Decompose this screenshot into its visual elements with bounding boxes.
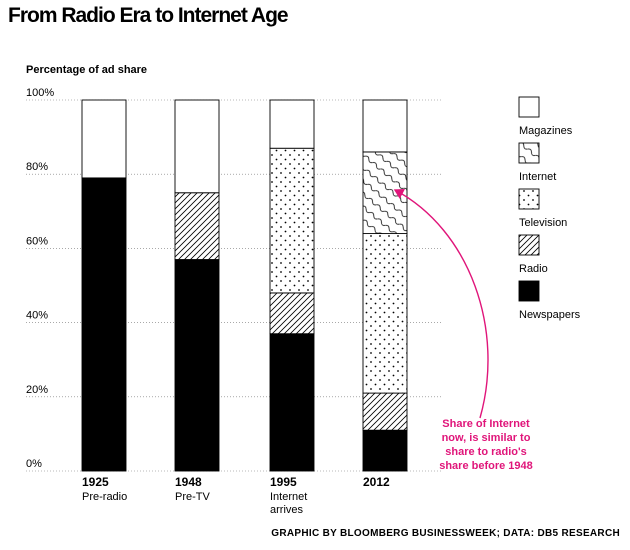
legend-swatch-radio: [518, 234, 540, 256]
legend-label-internet: Internet: [519, 171, 556, 183]
bar-segment-television-1995: [269, 147, 315, 294]
y-tick-label: 60%: [26, 235, 48, 247]
annotation-text-line: share to radio's: [445, 446, 526, 458]
category-year-label: 2012: [363, 475, 390, 489]
bar-segment-magazines-2012: [362, 99, 408, 153]
category-sub-label: Pre-radio: [82, 491, 127, 503]
category-sub-label: arrives: [270, 504, 304, 516]
y-axis-title: Percentage of ad share: [26, 64, 148, 76]
category-year-label: 1995: [270, 475, 297, 489]
legend-label-television: Television: [519, 217, 567, 229]
bar-segment-newspapers-2012: [362, 429, 408, 472]
source-credit: GRAPHIC BY BLOOMBERG BUSINESSWEEK; DATA:…: [271, 528, 620, 539]
category-sub-label: Pre-TV: [175, 491, 211, 503]
legend-swatch-television: [518, 188, 540, 210]
bar-segment-magazines-1925: [81, 99, 127, 179]
y-tick-label: 80%: [26, 161, 48, 173]
bar-segment-newspapers-1948: [174, 259, 220, 472]
bar-segment-radio-1948: [174, 192, 220, 260]
bar-segment-magazines-1995: [269, 99, 315, 149]
annotation-text-line: Share of Internet: [442, 418, 530, 430]
legend-label-magazines: Magazines: [519, 125, 573, 137]
category-sub-label: Internet: [270, 491, 307, 503]
category-year-label: 1925: [82, 475, 109, 489]
y-tick-label: 0%: [26, 458, 42, 470]
annotation-text-line: now, is similar to: [442, 432, 531, 444]
y-tick-label: 20%: [26, 384, 48, 396]
chart-title: From Radio Era to Internet Age: [8, 4, 289, 27]
y-tick-label: 40%: [26, 310, 48, 322]
legend-label-newspapers: Newspapers: [519, 309, 581, 321]
legend-swatch-newspapers: [518, 280, 540, 302]
bar-segment-radio-1995: [269, 292, 315, 335]
bar-segment-radio-2012: [362, 392, 408, 431]
bar-segment-television-2012: [362, 233, 408, 394]
y-tick-label: 100%: [26, 87, 54, 99]
bar-segment-magazines-1948: [174, 99, 220, 194]
category-year-label: 1948: [175, 475, 202, 489]
legend-swatch-internet: [518, 142, 540, 164]
bar-segment-newspapers-1925: [81, 177, 127, 472]
annotation-text-line: share before 1948: [439, 460, 533, 472]
annotation-arrow: [393, 189, 489, 419]
legend-label-radio: Radio: [519, 263, 548, 275]
bar-segment-newspapers-1995: [269, 333, 315, 472]
legend-swatch-magazines: [518, 96, 540, 118]
